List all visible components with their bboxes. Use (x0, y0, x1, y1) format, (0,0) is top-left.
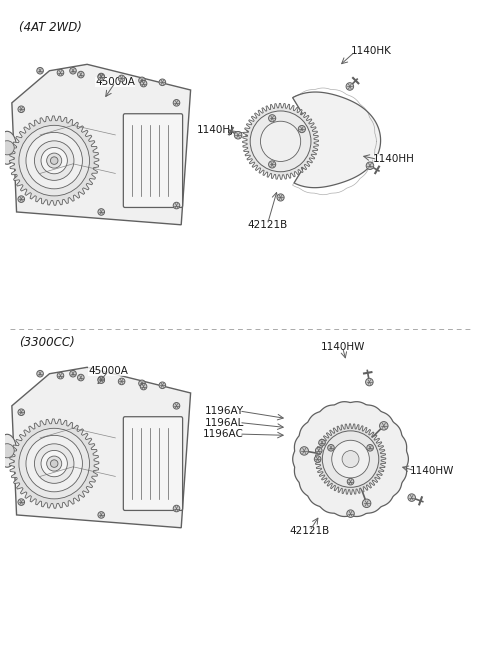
Text: 1140HW: 1140HW (410, 466, 455, 476)
Ellipse shape (50, 460, 58, 468)
Ellipse shape (319, 440, 325, 446)
Ellipse shape (0, 141, 14, 155)
Ellipse shape (380, 422, 388, 430)
Text: 1196AL: 1196AL (204, 417, 244, 428)
Ellipse shape (47, 153, 62, 168)
Ellipse shape (19, 125, 89, 196)
Ellipse shape (159, 382, 166, 388)
Polygon shape (10, 116, 99, 205)
Ellipse shape (98, 74, 105, 81)
Ellipse shape (366, 379, 373, 386)
Ellipse shape (139, 380, 145, 386)
Ellipse shape (119, 75, 125, 82)
Ellipse shape (234, 132, 242, 139)
Ellipse shape (35, 141, 74, 180)
Ellipse shape (57, 372, 64, 379)
Ellipse shape (328, 445, 334, 451)
Polygon shape (242, 103, 319, 179)
Polygon shape (288, 92, 381, 188)
Ellipse shape (78, 71, 84, 78)
Ellipse shape (18, 499, 24, 506)
Polygon shape (10, 419, 99, 508)
Ellipse shape (18, 196, 24, 202)
Ellipse shape (347, 478, 354, 485)
Ellipse shape (314, 456, 321, 462)
Text: 1140HK: 1140HK (350, 47, 391, 56)
Ellipse shape (140, 383, 147, 390)
Text: (4AT 2WD): (4AT 2WD) (19, 21, 82, 33)
Ellipse shape (173, 202, 180, 209)
Polygon shape (293, 402, 408, 517)
FancyBboxPatch shape (123, 417, 182, 510)
Text: 1196AY: 1196AY (204, 406, 244, 416)
Text: 45000A: 45000A (88, 366, 128, 376)
Ellipse shape (37, 67, 43, 74)
Text: (3300CC): (3300CC) (19, 336, 75, 349)
Ellipse shape (41, 451, 67, 477)
Ellipse shape (19, 428, 89, 499)
Ellipse shape (119, 378, 125, 384)
Ellipse shape (0, 434, 16, 467)
Ellipse shape (78, 374, 84, 381)
Ellipse shape (0, 443, 14, 458)
Polygon shape (12, 64, 191, 225)
Ellipse shape (277, 194, 284, 201)
Text: 45000A: 45000A (96, 77, 135, 87)
Ellipse shape (332, 440, 369, 478)
Ellipse shape (269, 161, 276, 168)
Text: 42121B: 42121B (289, 526, 330, 536)
Text: 42121B: 42121B (247, 220, 288, 230)
Ellipse shape (98, 512, 105, 518)
Ellipse shape (366, 162, 374, 170)
Ellipse shape (98, 376, 105, 383)
Ellipse shape (342, 451, 359, 468)
Text: 1140HH: 1140HH (372, 155, 415, 164)
Ellipse shape (0, 131, 16, 164)
Ellipse shape (346, 83, 354, 90)
Ellipse shape (98, 377, 105, 383)
Text: 1140HW: 1140HW (320, 343, 365, 352)
Ellipse shape (57, 69, 64, 76)
Ellipse shape (315, 447, 322, 454)
Ellipse shape (173, 100, 180, 106)
FancyBboxPatch shape (123, 114, 182, 208)
Ellipse shape (139, 77, 145, 84)
Ellipse shape (300, 447, 309, 455)
Ellipse shape (41, 147, 67, 174)
Ellipse shape (173, 505, 180, 512)
Ellipse shape (408, 494, 416, 501)
Ellipse shape (173, 403, 180, 409)
Text: 1196AC: 1196AC (203, 429, 244, 439)
Ellipse shape (70, 371, 76, 377)
Ellipse shape (98, 209, 105, 215)
Ellipse shape (250, 111, 311, 172)
Polygon shape (12, 367, 191, 528)
Ellipse shape (98, 73, 105, 80)
Ellipse shape (70, 67, 76, 74)
Ellipse shape (298, 126, 305, 132)
Ellipse shape (269, 115, 276, 122)
Ellipse shape (47, 456, 62, 471)
Ellipse shape (26, 132, 83, 189)
Polygon shape (315, 424, 386, 495)
Ellipse shape (50, 157, 58, 164)
Ellipse shape (159, 79, 166, 86)
Ellipse shape (362, 499, 371, 508)
Ellipse shape (261, 121, 300, 162)
Ellipse shape (367, 445, 373, 451)
Text: 1140HJ: 1140HJ (197, 126, 234, 136)
Ellipse shape (347, 510, 354, 517)
Ellipse shape (322, 431, 379, 487)
Ellipse shape (140, 81, 147, 87)
Ellipse shape (35, 444, 74, 483)
Ellipse shape (37, 371, 43, 377)
Ellipse shape (26, 436, 83, 492)
Ellipse shape (18, 106, 24, 113)
Ellipse shape (18, 409, 24, 415)
